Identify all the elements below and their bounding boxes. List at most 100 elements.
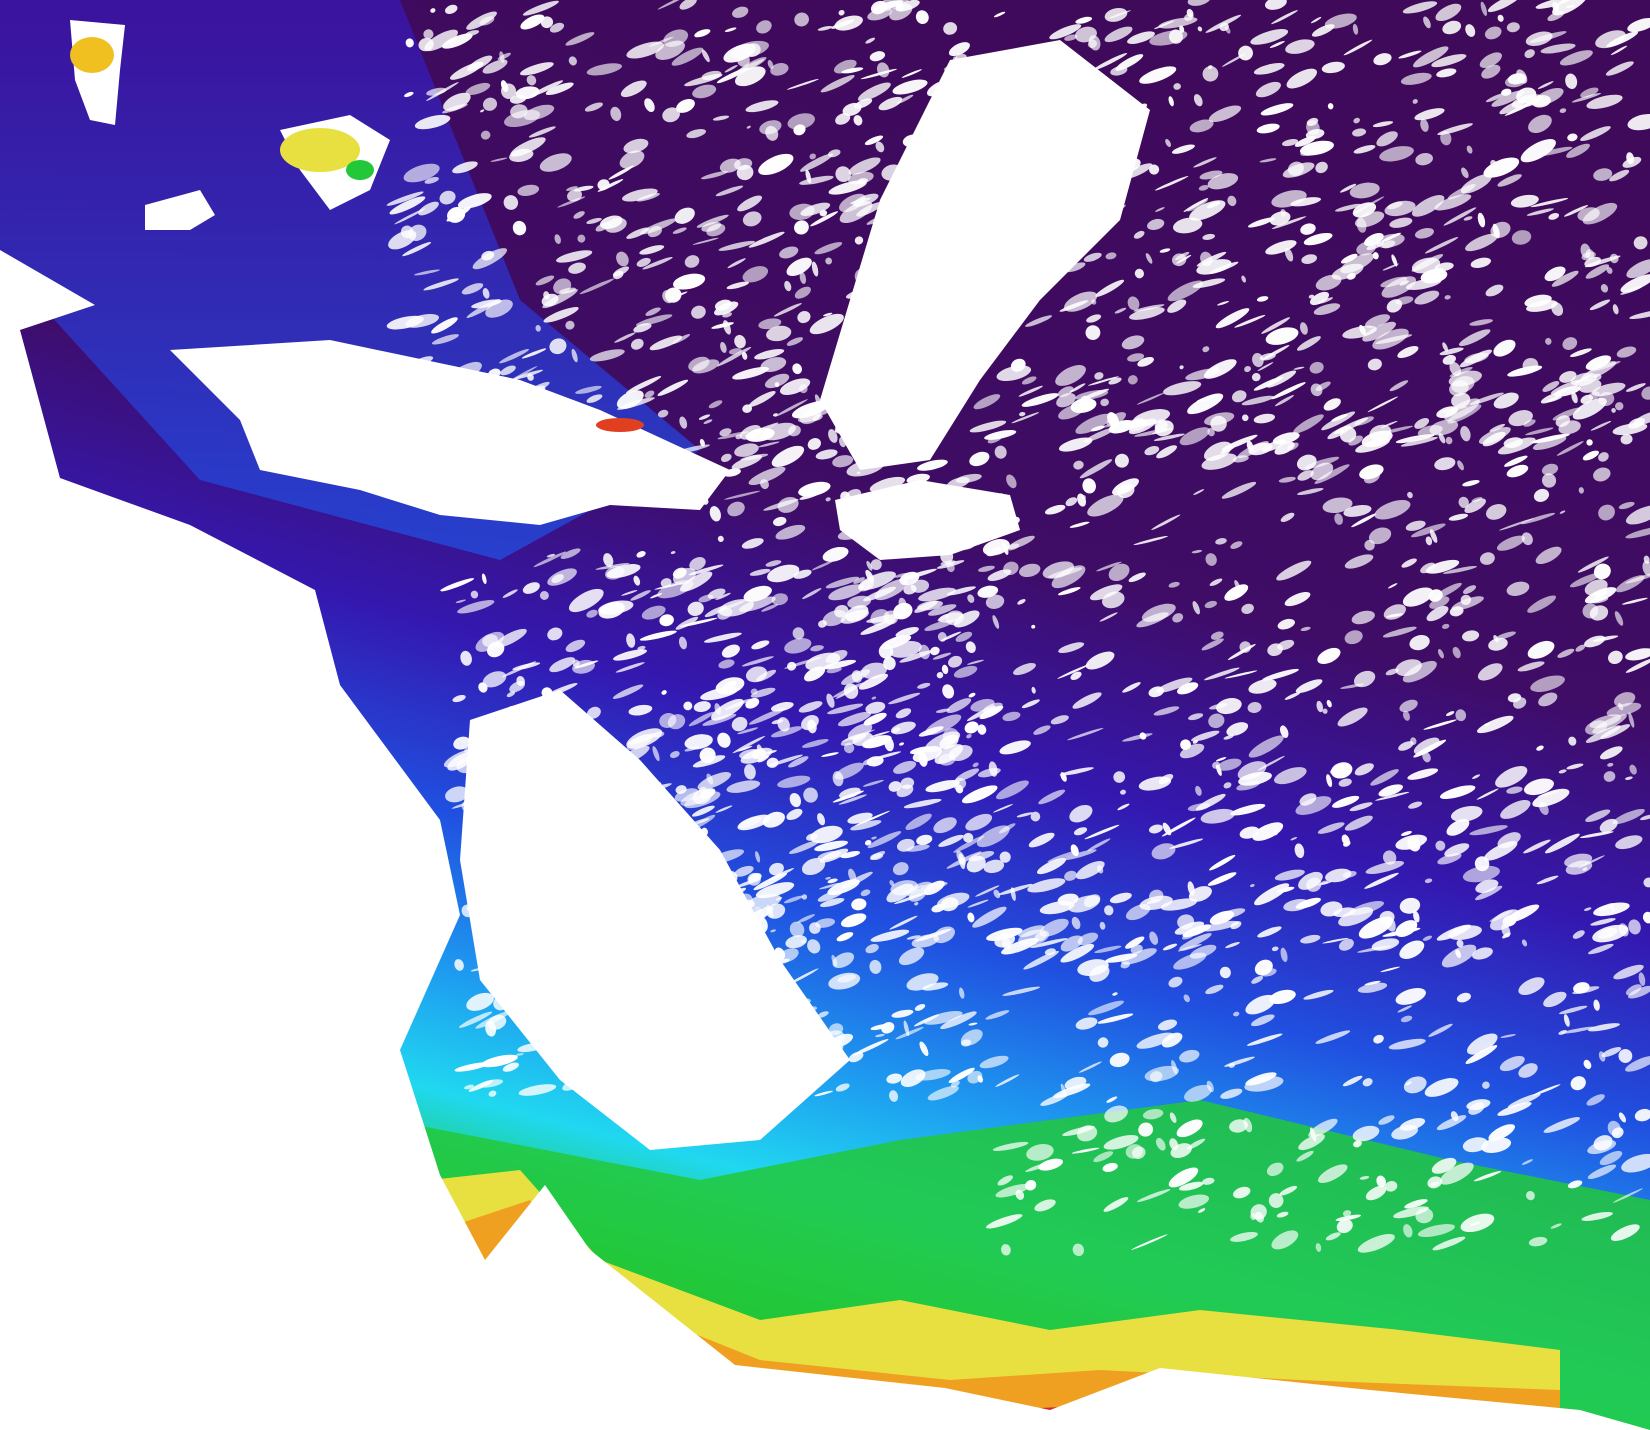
- cloud-fleck: [1024, 46, 1056, 62]
- cloud-fleck: [879, 274, 886, 290]
- cloud-fleck: [938, 834, 964, 847]
- cloud-fleck: [708, 849, 745, 864]
- cloud-fleck: [493, 996, 508, 1011]
- cloud-fleck: [1309, 1127, 1317, 1142]
- cloud-fleck: [665, 984, 677, 995]
- cloud-fleck: [1371, 938, 1400, 951]
- cloud-fleck: [691, 805, 715, 817]
- cloud-fleck: [1566, 143, 1590, 158]
- cloud-fleck: [940, 560, 956, 566]
- cloud-fleck: [1281, 138, 1299, 147]
- cloud-fleck: [1413, 737, 1440, 755]
- cloud-fleck: [405, 38, 414, 48]
- cloud-fleck: [1481, 1137, 1512, 1153]
- cloud-fleck: [394, 208, 426, 225]
- cloud-fleck: [788, 756, 809, 768]
- cloud-fleck: [1208, 105, 1242, 123]
- cloud-fleck: [1420, 268, 1448, 284]
- cloud-fleck: [1257, 926, 1282, 938]
- cloud-fleck: [448, 361, 482, 384]
- cloud-fleck: [1520, 139, 1556, 163]
- cloud-fleck: [1627, 17, 1650, 33]
- cloud-fleck: [1397, 1005, 1412, 1013]
- cloud-fleck: [1592, 714, 1627, 734]
- cloud-fleck: [803, 787, 818, 803]
- cloud-fleck: [1131, 105, 1141, 115]
- cloud-fleck: [804, 1012, 815, 1025]
- cloud-fleck: [447, 390, 465, 400]
- cloud-fleck: [994, 445, 1007, 459]
- cloud-fleck: [1475, 885, 1503, 901]
- cloud-fleck: [1518, 1063, 1538, 1078]
- cloud-fleck: [1353, 145, 1376, 154]
- cloud-fleck: [701, 221, 722, 232]
- cloud-fleck: [1374, 499, 1411, 520]
- cloud-fleck: [1520, 512, 1556, 525]
- cloud-fleck: [1423, 719, 1457, 730]
- cloud-fleck: [823, 312, 833, 317]
- cloud-fleck: [965, 813, 993, 831]
- cloud-fleck: [875, 0, 911, 12]
- cloud-fleck: [1106, 141, 1119, 156]
- cloud-fleck: [475, 790, 496, 803]
- cloud-fleck: [1072, 1243, 1084, 1257]
- cloud-fleck: [1238, 771, 1272, 786]
- cloud-fleck: [940, 631, 962, 642]
- cloud-fleck: [1169, 1138, 1179, 1151]
- cloud-fleck: [1224, 584, 1249, 601]
- cloud-fleck: [1200, 808, 1236, 824]
- cloud-fleck: [869, 540, 882, 546]
- cloud-fleck: [888, 781, 902, 792]
- cloud-fleck: [1207, 65, 1213, 70]
- cloud-fleck: [1137, 356, 1154, 367]
- cloud-fleck: [508, 764, 526, 775]
- cloud-fleck: [1259, 158, 1277, 163]
- cloud-fleck: [1610, 45, 1628, 56]
- cloud-fleck: [1250, 1204, 1267, 1220]
- cloud-fleck: [480, 130, 491, 140]
- cloud-fleck: [955, 631, 973, 642]
- cloud-fleck: [898, 568, 937, 581]
- cloud-fleck: [1429, 529, 1438, 543]
- cloud-fleck: [1103, 1134, 1139, 1150]
- cloud-fleck: [1303, 989, 1334, 1000]
- cloud-fleck: [1484, 26, 1502, 40]
- cloud-fleck: [1469, 392, 1504, 405]
- cloud-fleck: [1362, 321, 1396, 342]
- cloud-fleck: [1269, 989, 1296, 1005]
- cloud-fleck: [935, 239, 952, 250]
- cloud-fleck: [779, 378, 811, 395]
- cloud-fleck: [1586, 439, 1593, 446]
- cloud-fleck: [1587, 1164, 1617, 1180]
- cloud-fleck: [455, 403, 475, 416]
- cloud-fleck: [402, 241, 432, 257]
- cloud-fleck: [1018, 925, 1045, 938]
- cloud-fleck: [966, 733, 972, 739]
- cloud-fleck: [1558, 420, 1581, 435]
- cloud-fleck: [1179, 743, 1205, 759]
- cloud-fleck: [689, 557, 706, 571]
- cloud-fleck: [520, 803, 539, 820]
- cloud-fleck: [746, 125, 751, 129]
- cloud-fleck: [1315, 161, 1328, 174]
- cloud-fleck: [1149, 889, 1164, 903]
- cloud-fleck: [566, 761, 599, 770]
- cloud-fleck: [718, 240, 756, 251]
- cloud-fleck: [672, 444, 711, 455]
- cloud-fleck: [644, 390, 655, 398]
- cloud-fleck: [672, 273, 706, 290]
- cloud-fleck: [953, 610, 980, 628]
- cloud-fleck: [1169, 838, 1204, 849]
- cloud-fleck: [1461, 630, 1480, 642]
- cloud-fleck: [1108, 377, 1122, 385]
- cloud-fleck: [650, 955, 687, 967]
- cloud-fleck: [1402, 660, 1437, 683]
- cloud-fleck: [1464, 498, 1486, 514]
- cloud-fleck: [1250, 29, 1289, 45]
- cloud-fleck: [1628, 417, 1645, 429]
- cloud-fleck: [1607, 1120, 1621, 1137]
- cloud-fleck: [987, 569, 1012, 581]
- cloud-fleck: [1507, 1093, 1541, 1108]
- cloud-fleck: [1499, 1055, 1525, 1072]
- cloud-fleck: [568, 588, 604, 613]
